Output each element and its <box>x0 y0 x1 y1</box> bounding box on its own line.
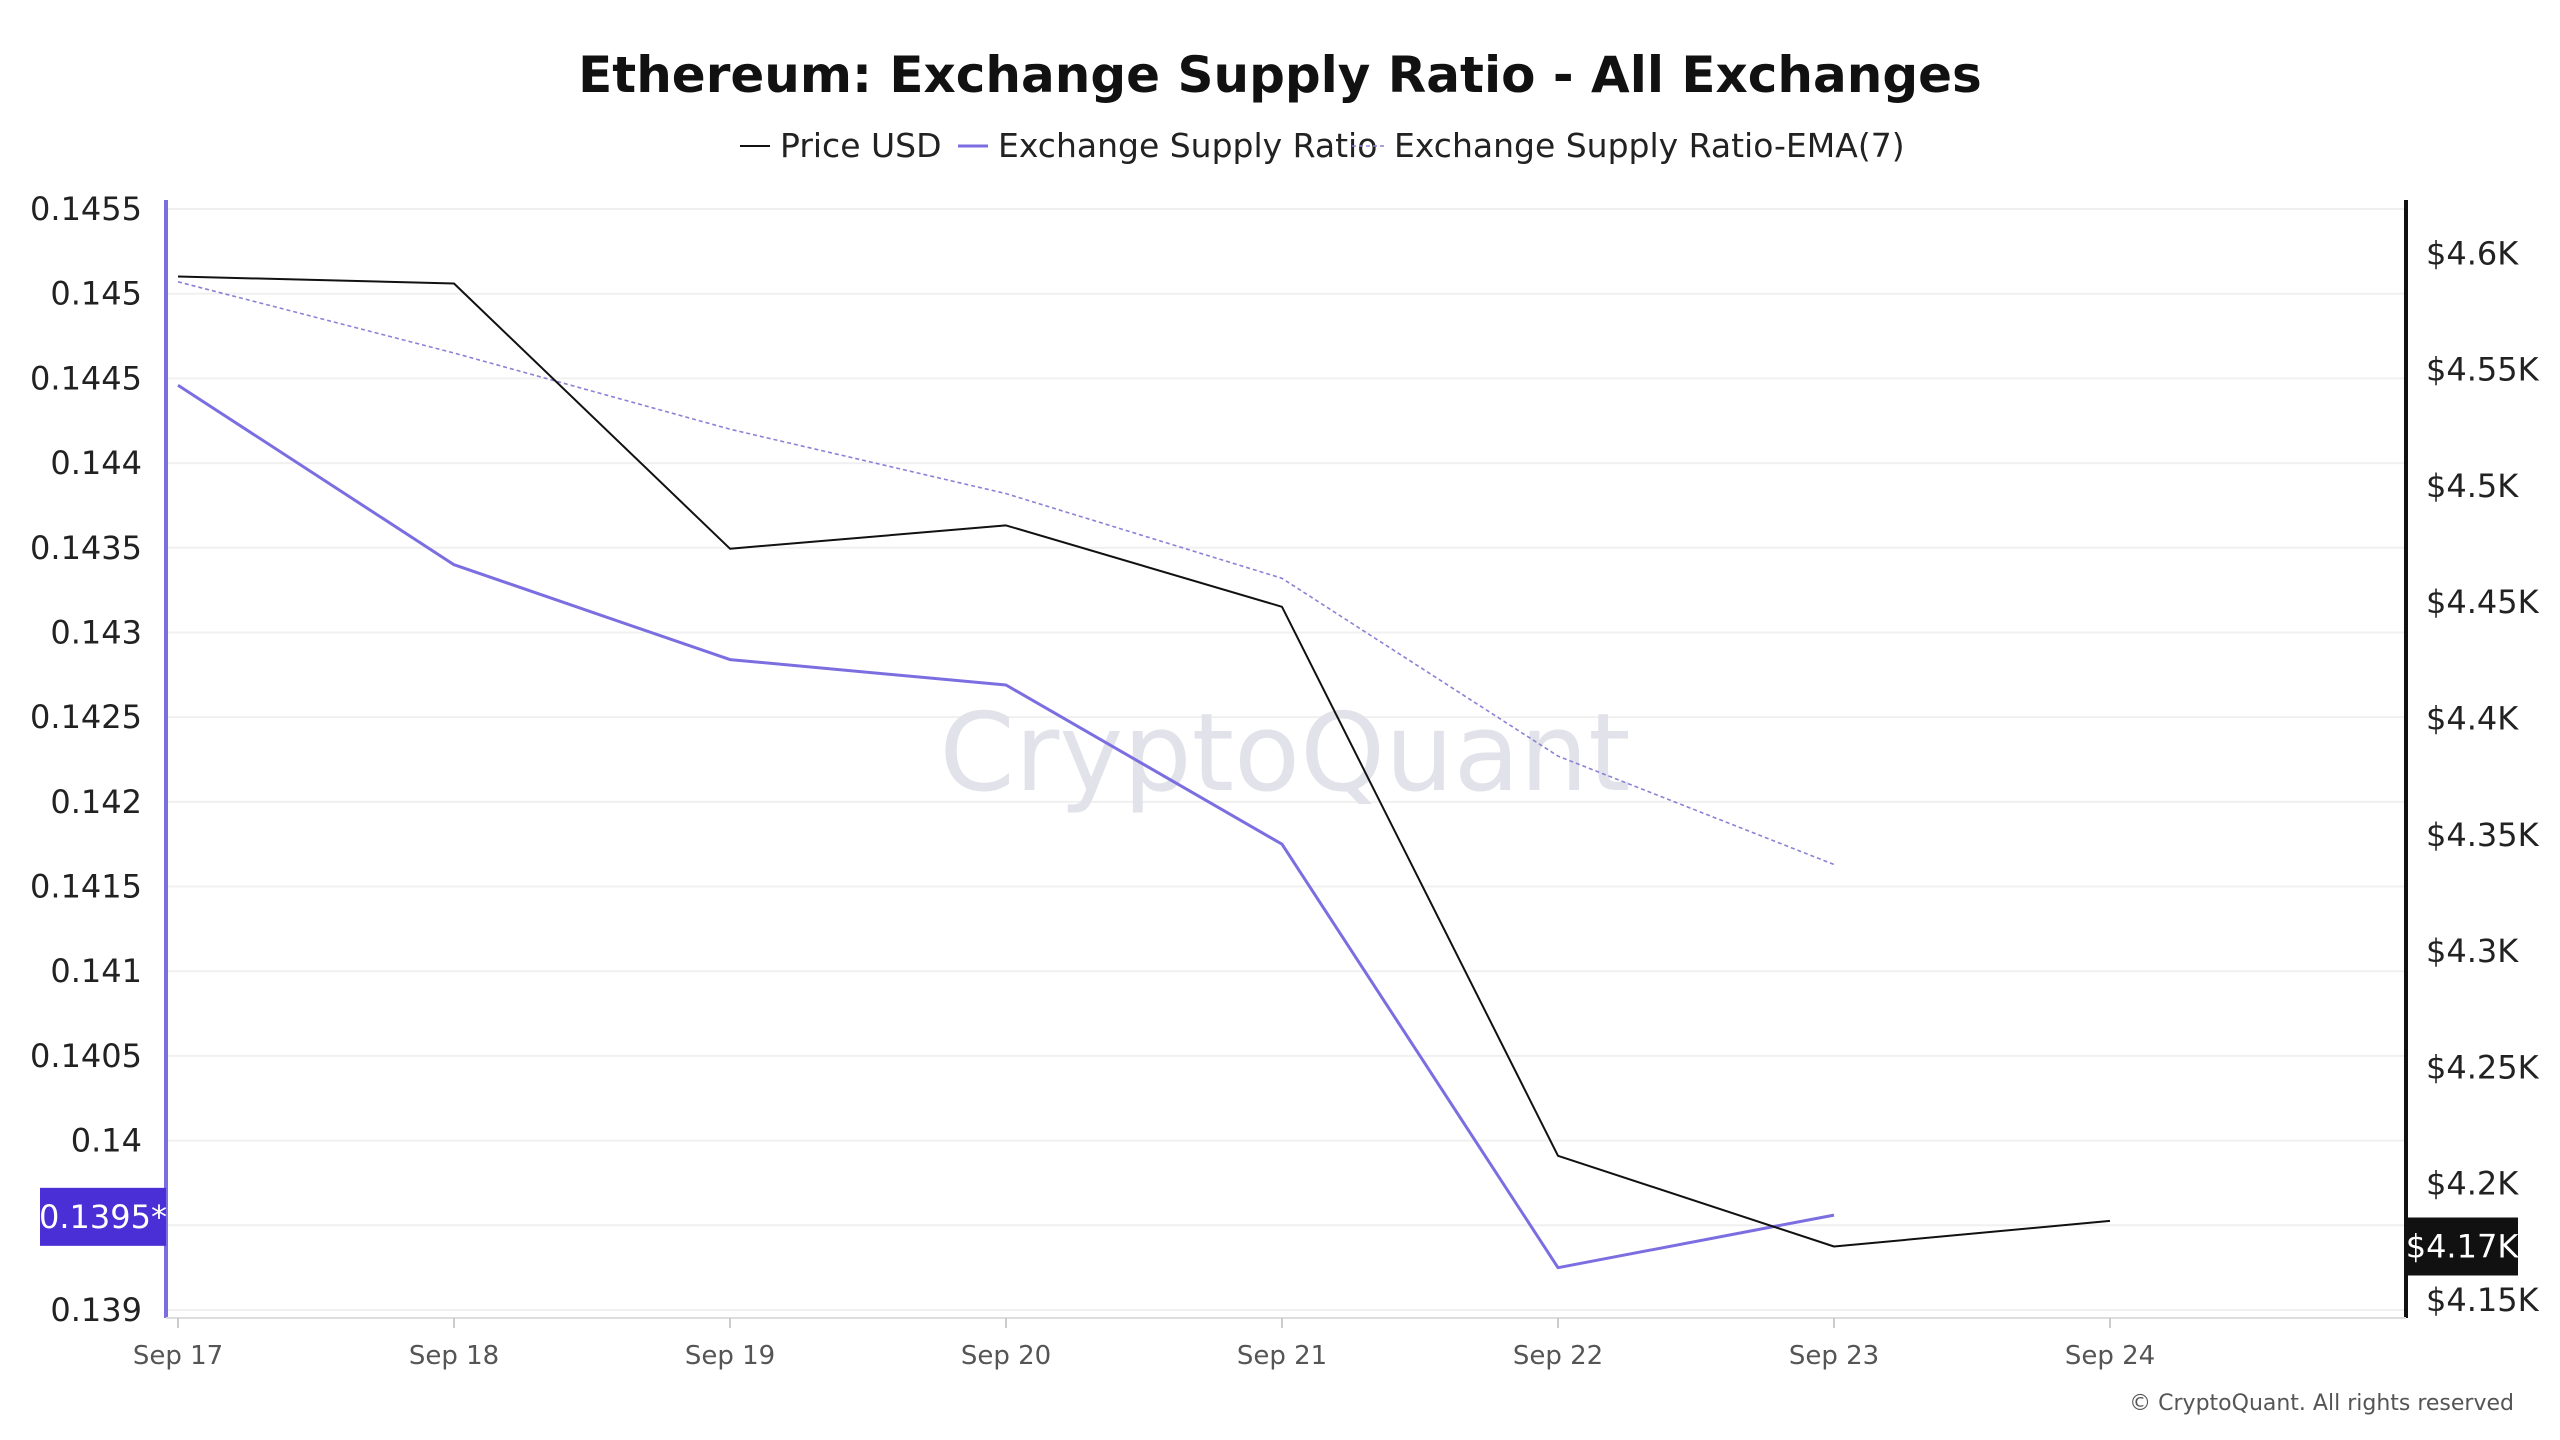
right-y-tick-label: $4.2K <box>2426 1165 2519 1203</box>
left-y-tick-label: 0.1415 <box>30 868 142 906</box>
right-badge-background <box>2406 1217 2518 1276</box>
left-y-tick-label: 0.14 <box>71 1122 142 1160</box>
legend: Price USD Exchange Supply Ratio Exchange… <box>740 126 1905 165</box>
x-tick-label: Sep 17 <box>133 1341 223 1371</box>
left-y-tick-label: 0.1405 <box>30 1037 142 1075</box>
right-y-tick-label: $4.5K <box>2426 467 2519 505</box>
right-y-tick-label: $4.4K <box>2426 699 2519 737</box>
x-tick-label: Sep 19 <box>685 1341 775 1371</box>
right-y-tick-label: $4.15K <box>2426 1281 2540 1319</box>
series-line-price-usd[interactable] <box>177 275 2111 1248</box>
x-tick-label: Sep 24 <box>2065 1341 2155 1371</box>
left-current-value-badge: 0.1395* <box>39 1187 167 1246</box>
right-y-tick-label: $4.6K <box>2426 234 2519 272</box>
legend-label-supply-ratio: Exchange Supply Ratio <box>998 126 1377 165</box>
left-y-tick-label: 0.145 <box>50 275 142 313</box>
x-tick-label: Sep 20 <box>961 1341 1051 1371</box>
right-y-tick-labels: $4.15K $4.2K $4.25K $4.3K $4.35K $4.4K $4.45K $… <box>2426 234 2540 1319</box>
legend-label-ema: Exchange Supply Ratio-EMA(7) <box>1394 126 1905 165</box>
legend-label-price: Price USD <box>780 126 942 165</box>
left-y-tick-label: 0.1455 <box>30 190 142 228</box>
series-line-exchange-supply-ratio-ema-7[interactable] <box>177 281 1835 866</box>
right-y-tick-label: $4.25K <box>2426 1048 2540 1086</box>
left-y-tick-label: 0.144 <box>50 444 142 482</box>
copyright-text: © CryptoQuant. All rights reserved <box>2129 1391 2514 1416</box>
left-badge-background <box>40 1187 166 1246</box>
legend-item-price[interactable]: Price USD <box>740 126 942 165</box>
left-badge-label: 0.1395* <box>39 1198 167 1236</box>
right-y-tick-label: $4.3K <box>2426 932 2519 970</box>
left-y-tick-label: 0.1435 <box>30 529 142 567</box>
x-tick-label: Sep 22 <box>1513 1341 1603 1371</box>
legend-item-ema[interactable]: Exchange Supply Ratio-EMA(7) <box>1352 126 1905 165</box>
right-y-tick-label: $4.45K <box>2426 583 2540 621</box>
right-y-tick-label: $4.35K <box>2426 816 2540 854</box>
left-y-tick-label: 0.1425 <box>30 698 142 736</box>
series-lines <box>177 275 2111 1270</box>
axes <box>164 200 2408 1319</box>
x-tick-label: Sep 21 <box>1237 1341 1327 1371</box>
right-y-tick-label: $4.55K <box>2426 351 2540 389</box>
watermark: CryptoQuant <box>939 691 1630 816</box>
left-y-tick-labels: 0.139 0.14 0.1405 0.141 0.1415 0.142 0.1425 0.1… <box>30 190 142 1329</box>
legend-item-supply-ratio[interactable]: Exchange Supply Ratio <box>958 126 1377 165</box>
x-tick-label: Sep 23 <box>1789 1341 1879 1371</box>
x-tick-labels: Sep 17 Sep 18 Sep 19 Sep 20 Sep 21 Sep 22 Sep … <box>133 1318 2155 1371</box>
left-y-tick-label: 0.139 <box>50 1291 142 1329</box>
right-badge-label: $4.17K <box>2406 1228 2520 1266</box>
series-line-exchange-supply-ratio[interactable] <box>177 383 1835 1270</box>
gridlines <box>166 208 2406 1311</box>
right-current-value-badge: $4.17K <box>2406 1217 2520 1276</box>
left-y-tick-label: 0.142 <box>50 783 142 821</box>
chart-title: Ethereum: Exchange Supply Ratio - All Ex… <box>578 46 1982 104</box>
left-y-tick-label: 0.143 <box>50 613 142 651</box>
x-tick-label: Sep 18 <box>409 1341 499 1371</box>
left-y-tick-label: 0.141 <box>50 952 142 990</box>
left-y-tick-label: 0.1445 <box>30 359 142 397</box>
